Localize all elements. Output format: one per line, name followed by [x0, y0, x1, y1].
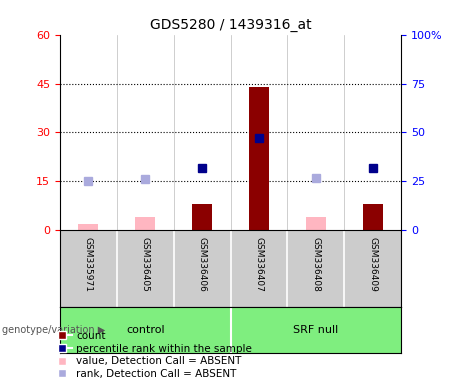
Text: GSM335971: GSM335971: [84, 237, 93, 291]
Text: GSM336406: GSM336406: [198, 237, 207, 291]
Bar: [135, 217, 155, 230]
Title: GDS5280 / 1439316_at: GDS5280 / 1439316_at: [150, 18, 311, 32]
Legend: count, percentile rank within the sample, value, Detection Call = ABSENT, rank, : count, percentile rank within the sample…: [51, 331, 252, 379]
Text: SRF null: SRF null: [293, 325, 338, 335]
Text: genotype/variation ▶: genotype/variation ▶: [2, 325, 106, 335]
Bar: [192, 204, 212, 230]
Text: GSM336408: GSM336408: [311, 237, 320, 291]
Bar: [306, 217, 326, 230]
Text: GSM336407: GSM336407: [254, 237, 263, 291]
Bar: [78, 224, 98, 230]
Text: GSM336409: GSM336409: [368, 237, 377, 291]
Bar: [363, 204, 383, 230]
Text: GSM336405: GSM336405: [141, 237, 150, 291]
Text: control: control: [126, 325, 165, 335]
Bar: [249, 87, 269, 230]
